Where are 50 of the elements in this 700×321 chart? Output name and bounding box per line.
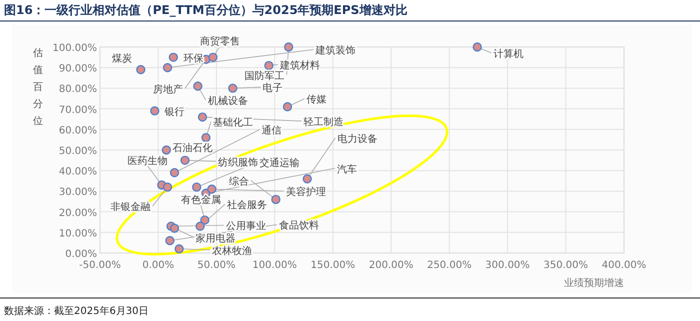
x-tick-label: 50.00% <box>197 260 236 271</box>
y-tick-label: 90.00% <box>58 64 97 75</box>
y-tick-label: 0.00% <box>65 249 97 260</box>
x-tick-label: 200.00% <box>368 260 414 271</box>
annotation: 商贸零售 <box>200 35 240 48</box>
annotation: 公用事业 <box>226 220 266 232</box>
annotation: 基础化工 <box>212 116 253 129</box>
annotation: 电力设备 <box>337 132 378 145</box>
x-tick-label: -50.00% <box>79 260 121 271</box>
annotation: 机械设备 <box>208 95 248 108</box>
annotation: 通信 <box>262 124 282 137</box>
annotation: 煤炭 <box>112 52 132 65</box>
y-tick-label: 30.00% <box>58 187 97 198</box>
annotation: 汽车 <box>336 163 357 176</box>
x-tick-label: 250.00% <box>427 260 472 271</box>
annotation: 石油石化 <box>172 142 212 154</box>
y-tick-label: 40.00% <box>58 166 97 178</box>
source-note: 数据来源：截至2025年6月30日 <box>4 305 149 317</box>
x-tick-label: 350.00% <box>544 260 588 271</box>
annotation: 综合 <box>228 175 249 188</box>
annotation: 国防军工 <box>244 70 285 82</box>
y-axis-title: 估值百分位 <box>33 48 43 127</box>
annotation: 电子 <box>262 82 283 94</box>
x-tick-label: 100.00% <box>252 260 297 271</box>
y-tick-label: 10.00% <box>58 228 97 240</box>
y-tick-label: 80.00% <box>58 84 97 96</box>
x-tick-label: 150.00% <box>310 260 356 271</box>
annotation: 家用电器 <box>196 232 236 244</box>
annotation: 房地产 <box>152 83 183 96</box>
x-tick-label: 300.00% <box>485 260 530 271</box>
annotation: 交通运输 <box>260 157 300 170</box>
y-tick-label: 100.00% <box>52 43 97 54</box>
y-tick-label: 50.00% <box>58 146 97 157</box>
annotation: 建筑装饰 <box>314 44 356 57</box>
x-axis-title: 业绩预期增速 <box>564 277 624 289</box>
x-tick-label: 0.00% <box>142 260 174 271</box>
annotation: 医药生物 <box>128 155 168 168</box>
annotation: 计算机 <box>493 48 524 60</box>
annotation: 有色金属 <box>180 194 221 206</box>
y-tick-label: 60.00% <box>58 125 97 136</box>
annotation: 美容护理 <box>286 186 326 198</box>
annotation: 建筑材料 <box>278 60 320 72</box>
y-tick-label: 70.00% <box>58 104 97 116</box>
chart-title: 图16：一级行业相对估值（PE_TTM百分位）与2025年预期EPS增速对比 <box>4 3 408 17</box>
x-tick-label: 400.00% <box>602 260 646 271</box>
annotation: 银行 <box>164 106 185 118</box>
annotation: 传媒 <box>306 94 326 106</box>
y-tick-label: 20.00% <box>58 208 97 219</box>
annotation: 农林牧渔 <box>212 244 252 257</box>
annotation: 社会服务 <box>227 199 268 212</box>
